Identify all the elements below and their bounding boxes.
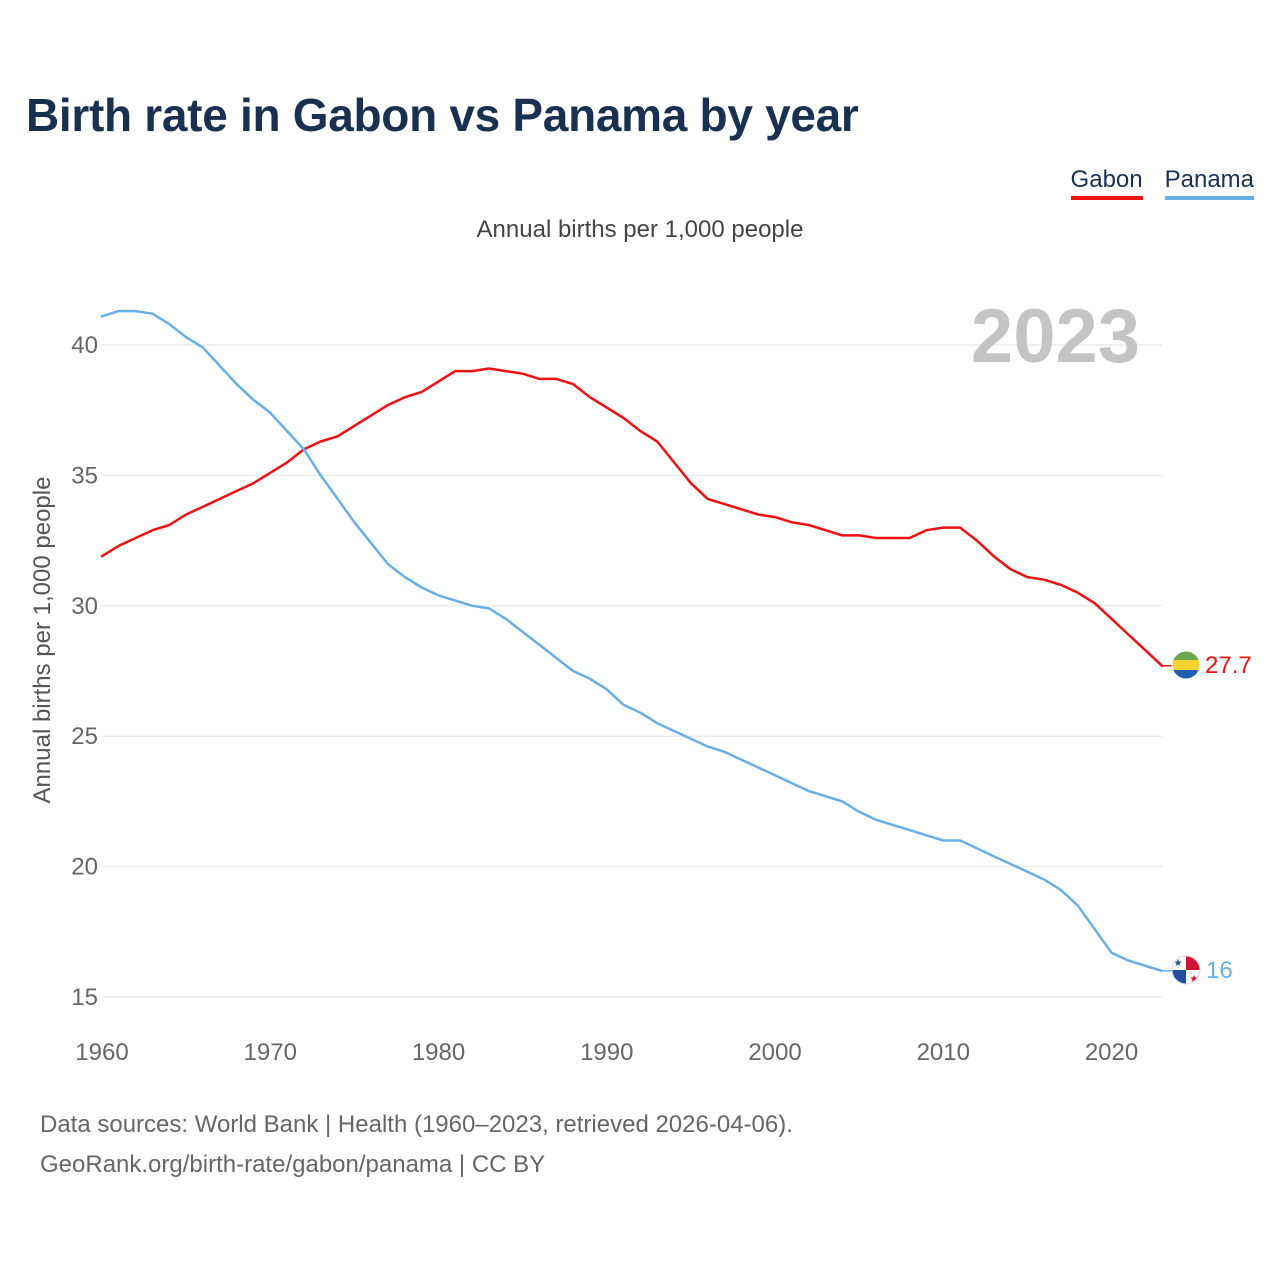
x-tick-label: 1980 bbox=[412, 1039, 465, 1066]
y-tick-label: 35 bbox=[71, 462, 98, 489]
x-tick-label: 1960 bbox=[75, 1039, 128, 1066]
gabon-flag-icon bbox=[1171, 650, 1201, 680]
svg-text:★: ★ bbox=[1190, 974, 1199, 985]
panama-end-label: 16 bbox=[1206, 957, 1233, 984]
x-tick-label: 2020 bbox=[1085, 1039, 1138, 1066]
panama-flag-icon: ★ ★ bbox=[1171, 955, 1201, 985]
series-line-panama[interactable] bbox=[100, 309, 1164, 973]
chart-title: Birth rate in Gabon vs Panama by year bbox=[26, 89, 859, 141]
y-tick-label: 20 bbox=[71, 854, 98, 881]
y-tick-label: 15 bbox=[71, 984, 98, 1011]
footer-url[interactable]: GeoRank.org/birth-rate/gabon/panama | CC… bbox=[40, 1151, 546, 1178]
legend-panama[interactable]: Panama bbox=[1164, 166, 1254, 200]
legend: Gabon Panama bbox=[1070, 166, 1254, 200]
gabon-end-label: 27.7 bbox=[1205, 652, 1252, 679]
x-tick-label: 2000 bbox=[748, 1039, 801, 1066]
x-tick-label: 1970 bbox=[244, 1039, 297, 1066]
x-tick-label: 2010 bbox=[917, 1039, 970, 1066]
y-tick-label: 40 bbox=[71, 332, 98, 359]
year-watermark: 2023 bbox=[971, 294, 1140, 379]
x-tick-label: 1990 bbox=[580, 1039, 633, 1066]
y-tick-label: 25 bbox=[71, 723, 98, 750]
svg-text:★: ★ bbox=[1174, 958, 1183, 969]
legend-gabon[interactable]: Gabon bbox=[1070, 166, 1143, 200]
y-tick-label: 30 bbox=[71, 593, 98, 620]
footer: Data sources: World Bank | Health (1960–… bbox=[40, 1105, 793, 1185]
chart-subtitle: Annual births per 1,000 people bbox=[476, 216, 804, 243]
line-chart: 2023 15 20 25 30 35 40 1960 1970 1980 1990 2000 20… bbox=[29, 294, 1252, 1066]
y-axis-label: Annual births per 1,000 people bbox=[29, 477, 56, 804]
series-line-gabon[interactable] bbox=[100, 367, 1164, 668]
footer-sources: Data sources: World Bank | Health (1960–… bbox=[40, 1111, 793, 1138]
